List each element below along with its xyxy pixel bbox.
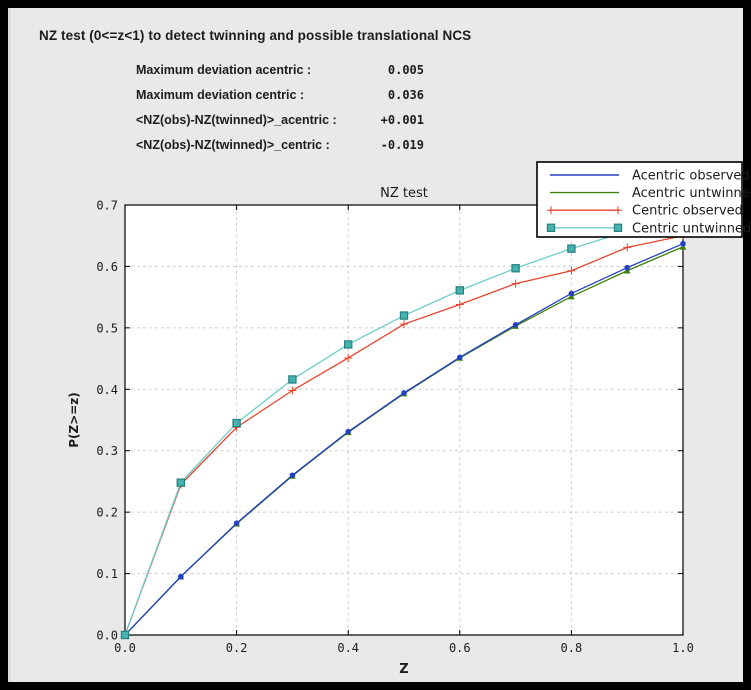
stat-value: 0.005 [387,63,424,77]
plot-area [125,205,683,635]
x-tick-label: 0.2 [226,641,248,655]
legend-entry: Centric untwinned [546,221,751,236]
legend-label: Acentric untwinned [632,186,751,201]
x-tick-label: 1.0 [672,641,694,655]
chart-legend: Acentric observed Acentric untwinned Centr… [536,161,751,238]
y-tick-label: 0.4 [96,383,118,397]
stat-row-max-dev-acentric: Maximum deviation acentric : 0.005 [11,63,743,81]
y-tick-label: 0.2 [96,506,118,520]
legend-entry: Centric observed [547,204,743,219]
stat-value: 0.036 [387,88,424,102]
x-tick-label: 0.0 [114,641,136,655]
stat-label: Maximum deviation centric : [136,88,305,102]
stat-value: -0.019 [380,138,424,152]
stat-row-max-dev-centric: Maximum deviation centric : 0.036 [11,88,743,106]
stat-label: Maximum deviation acentric : [136,63,312,77]
x-axis-label: Z [399,662,408,677]
stat-row-nz-diff-acentric: <NZ(obs)-NZ(twinned)>_acentric : +0.001 [11,113,743,131]
y-tick-label: 0.1 [96,567,118,581]
legend-entry: Acentric observed [550,169,750,184]
legend-entry: Acentric untwinned [550,186,751,201]
legend-label: Centric untwinned [632,221,751,236]
y-tick-label: 0.7 [96,199,118,213]
y-tick-label: 0.5 [96,321,118,335]
stat-label: <NZ(obs)-NZ(twinned)>_acentric : [136,113,337,127]
plot-frame [124,204,684,636]
stat-label: <NZ(obs)-NZ(twinned)>_centric : [136,138,330,152]
y-axis-label: P(Z>=z) [67,392,81,448]
legend-label: Centric observed [632,204,743,219]
page-title: NZ test (0<=z<1) to detect twinning and … [39,28,472,43]
legend-label: Acentric observed [632,169,750,184]
chart-title: NZ test [380,186,428,201]
y-tick-label: 0.3 [96,444,118,458]
x-tick-label: 0.4 [337,641,359,655]
stat-value: +0.001 [380,113,424,127]
y-tick-label: 0.0 [96,629,118,643]
stat-row-nz-diff-centric: <NZ(obs)-NZ(twinned)>_centric : -0.019 [11,138,743,156]
y-tick-label: 0.6 [96,260,118,274]
x-tick-label: 0.8 [561,641,583,655]
x-tick-label: 0.6 [449,641,471,655]
